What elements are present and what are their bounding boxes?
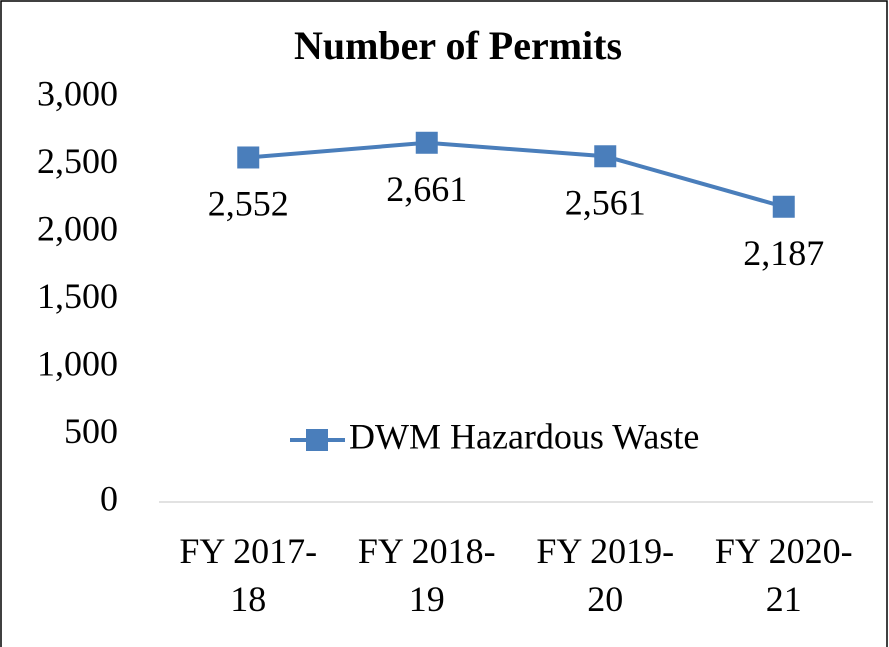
y-tick-label: 500 bbox=[64, 411, 118, 451]
legend-marker bbox=[306, 429, 328, 451]
marker bbox=[415, 131, 438, 154]
chart-title: Number of Permits bbox=[294, 23, 622, 68]
x-tick-label: FY 2018-19 bbox=[358, 531, 496, 619]
marker bbox=[594, 145, 617, 168]
legend-label: DWM Hazardous Waste bbox=[349, 416, 699, 456]
y-tick-label: 1,500 bbox=[37, 276, 118, 316]
series-line bbox=[248, 140, 785, 209]
y-tick-label: 2,500 bbox=[37, 141, 118, 181]
data-label: 2,552 bbox=[208, 184, 289, 224]
x-tick-label: FY 2017-18 bbox=[179, 531, 317, 619]
y-tick-label: 1,000 bbox=[37, 343, 118, 383]
marker bbox=[237, 146, 260, 169]
data-label: 2,187 bbox=[743, 233, 824, 273]
y-tick-label: 3,000 bbox=[37, 73, 118, 113]
x-tick-label: FY 2019-20 bbox=[536, 531, 674, 619]
data-label: 2,661 bbox=[386, 169, 467, 209]
data-label: 2,561 bbox=[565, 183, 646, 223]
y-tick-label: 0 bbox=[100, 478, 118, 518]
x-tick-label: FY 2020-21 bbox=[715, 531, 853, 619]
y-tick-label: 2,000 bbox=[37, 208, 118, 248]
marker bbox=[772, 195, 795, 218]
